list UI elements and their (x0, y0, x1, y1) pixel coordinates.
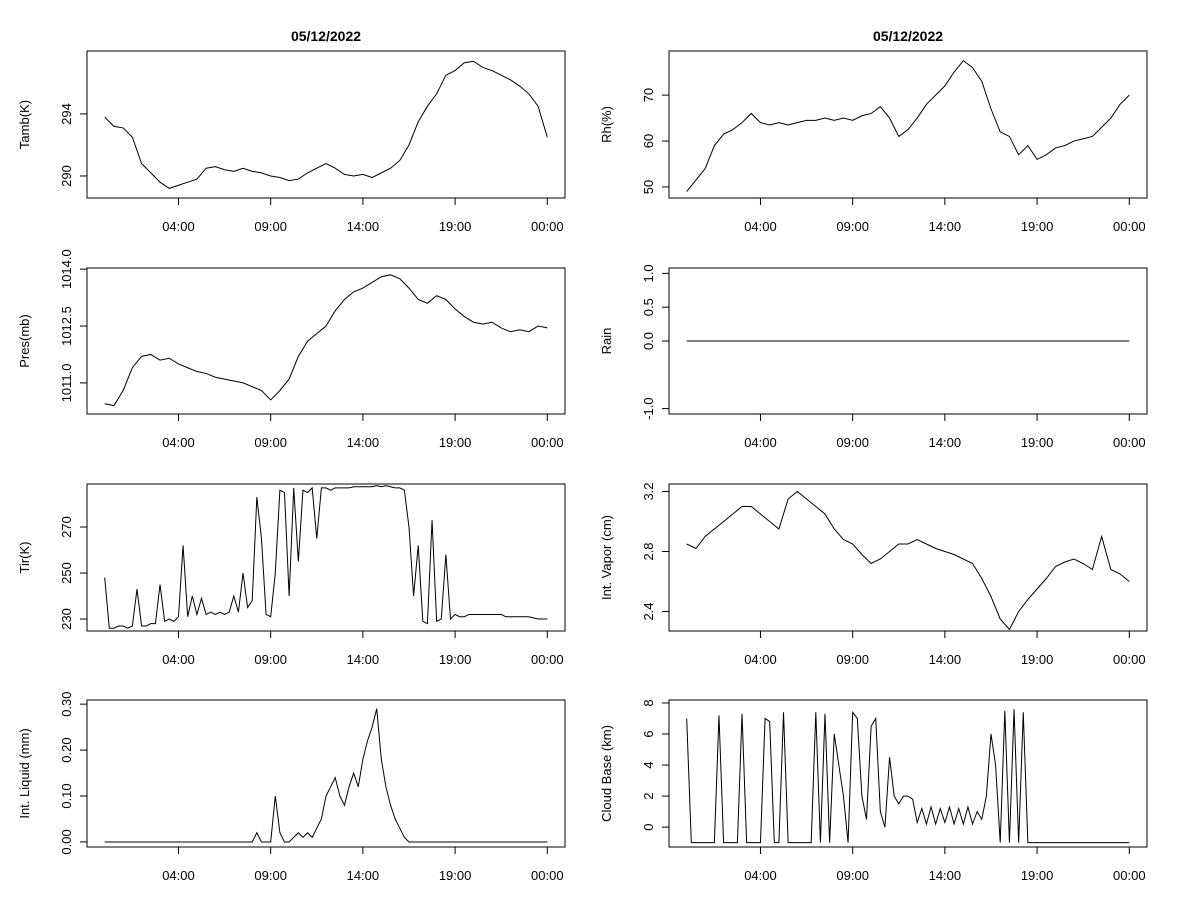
x-tick-label: 09:00 (254, 219, 287, 234)
y-axis-label: Pres(mb) (17, 314, 32, 367)
y-tick-label: 70 (641, 88, 656, 102)
y-tick-label: 1011.0 (59, 364, 74, 403)
x-tick-label: 04:00 (162, 435, 195, 450)
x-tick-label: 00:00 (531, 435, 564, 450)
plot-box (668, 50, 1148, 199)
plot-box (86, 483, 566, 632)
x-tick-label: 19:00 (439, 435, 472, 450)
y-tick-label: 0.5 (641, 298, 656, 316)
plot-box (86, 699, 566, 848)
chart-title: 05/12/2022 (291, 28, 361, 44)
data-line (686, 490, 1130, 631)
x-tick-label: 09:00 (254, 868, 287, 883)
plot-box (668, 699, 1148, 848)
y-tick-label: 60 (641, 134, 656, 148)
y-tick-label: 230 (59, 608, 74, 630)
x-tick-label: 09:00 (836, 652, 869, 667)
x-tick-label: 19:00 (439, 219, 472, 234)
plot-box (668, 483, 1148, 632)
y-tick-label: 0.0 (641, 332, 656, 350)
x-tick-label: 19:00 (439, 868, 472, 883)
y-axis-label: Int. Vapor (cm) (599, 515, 614, 600)
x-tick-label: 09:00 (254, 652, 287, 667)
data-line (686, 59, 1130, 192)
plot-box (86, 50, 566, 199)
y-tick-label: 0 (641, 824, 656, 831)
y-tick-label: 1014.0 (59, 249, 74, 289)
x-tick-label: 14:00 (929, 868, 962, 883)
y-tick-label: 50 (641, 180, 656, 194)
x-tick-label: 19:00 (439, 652, 472, 667)
y-tick-label: 4 (641, 761, 656, 768)
x-tick-label: 00:00 (1113, 219, 1146, 234)
y-axis-label: Cloud Base (km) (599, 725, 614, 822)
x-tick-label: 00:00 (531, 868, 564, 883)
data-line (104, 274, 548, 407)
x-tick-label: 04:00 (744, 652, 777, 667)
data-line (686, 709, 1130, 844)
x-tick-label: 04:00 (744, 435, 777, 450)
y-tick-label: 6 (641, 730, 656, 737)
x-tick-label: 14:00 (347, 652, 380, 667)
x-tick-label: 14:00 (929, 435, 962, 450)
data-line (104, 708, 548, 843)
x-tick-label: 04:00 (162, 652, 195, 667)
y-tick-label: 1.0 (641, 264, 656, 282)
x-tick-label: 00:00 (1113, 435, 1146, 450)
chart-title: 05/12/2022 (873, 28, 943, 44)
x-tick-label: 00:00 (531, 219, 564, 234)
x-tick-label: 09:00 (836, 868, 869, 883)
y-axis-label: Rh(%) (599, 106, 614, 143)
y-tick-label: 1012.5 (59, 306, 74, 346)
y-tick-label: 294 (59, 103, 74, 125)
y-tick-label: -1.0 (641, 397, 656, 419)
y-tick-label: 2 (641, 792, 656, 799)
x-tick-label: 14:00 (347, 219, 380, 234)
x-tick-label: 04:00 (744, 219, 777, 234)
x-tick-label: 09:00 (836, 435, 869, 450)
x-tick-label: 19:00 (1021, 219, 1054, 234)
y-tick-label: 270 (59, 516, 74, 538)
y-tick-label: 0.00 (59, 829, 74, 854)
x-tick-label: 00:00 (1113, 652, 1146, 667)
y-tick-label: 8 (641, 699, 656, 706)
x-tick-label: 04:00 (162, 219, 195, 234)
x-tick-label: 09:00 (836, 219, 869, 234)
x-tick-label: 00:00 (531, 652, 564, 667)
y-axis-label: Tamb(K) (17, 100, 32, 149)
y-tick-label: 0.30 (59, 691, 74, 716)
y-tick-label: 2.4 (641, 602, 656, 620)
x-tick-label: 04:00 (744, 868, 777, 883)
x-tick-label: 19:00 (1021, 868, 1054, 883)
x-tick-label: 14:00 (347, 868, 380, 883)
x-tick-label: 14:00 (929, 652, 962, 667)
y-tick-label: 3.2 (641, 482, 656, 500)
x-tick-label: 14:00 (347, 435, 380, 450)
x-tick-label: 04:00 (162, 868, 195, 883)
y-tick-label: 290 (59, 165, 74, 187)
plot-box (86, 267, 566, 415)
x-tick-label: 14:00 (929, 219, 962, 234)
y-tick-label: 0.10 (59, 783, 74, 808)
x-tick-label: 00:00 (1113, 868, 1146, 883)
y-tick-label: 0.20 (59, 737, 74, 762)
y-tick-label: 250 (59, 562, 74, 584)
data-line (104, 485, 548, 629)
y-axis-label: Int. Liquid (mm) (17, 728, 32, 818)
x-tick-label: 19:00 (1021, 435, 1054, 450)
x-tick-label: 09:00 (254, 435, 287, 450)
y-axis-label: Tir(K) (17, 541, 32, 573)
y-axis-label: Rain (599, 328, 614, 355)
data-line (104, 60, 548, 189)
y-tick-label: 2.8 (641, 542, 656, 560)
x-tick-label: 19:00 (1021, 652, 1054, 667)
